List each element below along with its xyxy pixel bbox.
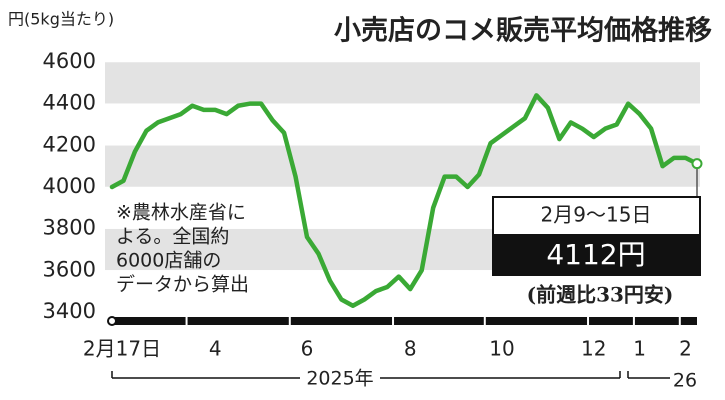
grid-band bbox=[105, 62, 700, 104]
note-line: よる。全国約 bbox=[116, 226, 229, 248]
callout-value-bg bbox=[493, 234, 700, 275]
y-tick-label: 3400 bbox=[43, 299, 96, 323]
axis-origin bbox=[107, 316, 117, 326]
callout-period: 2月9〜15日 bbox=[541, 203, 652, 227]
callout-change: (前週比33円安) bbox=[527, 283, 674, 307]
x-tick-label: 10 bbox=[489, 337, 514, 361]
year-label-bg bbox=[670, 366, 698, 390]
y-tick-label: 4200 bbox=[43, 132, 96, 156]
x-tick-label: 12 bbox=[581, 337, 606, 361]
y-tick-label: 4400 bbox=[43, 91, 96, 115]
line bbox=[109, 93, 700, 308]
y-tick-label: 3800 bbox=[43, 216, 96, 240]
x-tick-label: 6 bbox=[301, 337, 314, 361]
year-label: 2025年 bbox=[306, 368, 373, 390]
callout-value: 4112円 bbox=[546, 238, 645, 271]
y-tick-label: 4000 bbox=[43, 174, 96, 198]
x-tick-label: 2 bbox=[679, 337, 692, 361]
note-line: データから算出 bbox=[116, 274, 249, 296]
year-label-bg bbox=[300, 366, 380, 390]
grid-band bbox=[105, 145, 700, 187]
y-tick-label: 4600 bbox=[43, 49, 96, 73]
note-line: ※農林水産省に bbox=[116, 202, 246, 224]
x-tick-label: 8 bbox=[404, 337, 417, 361]
x-axis-bar bbox=[112, 317, 697, 325]
note-line: 6000店舗の bbox=[116, 250, 221, 272]
x-tick-label: 4 bbox=[209, 337, 222, 361]
x-tick-label: 1 bbox=[633, 337, 646, 361]
year-label: 26 bbox=[673, 370, 697, 392]
unit-label: 円(5kg当たり) bbox=[8, 10, 114, 29]
x-tick-label: 2月17日 bbox=[83, 337, 161, 361]
y-tick-label: 3600 bbox=[43, 257, 96, 281]
last-point bbox=[691, 158, 703, 170]
chart-title: 小売店のコメ販売平均価格推移 bbox=[334, 16, 712, 47]
